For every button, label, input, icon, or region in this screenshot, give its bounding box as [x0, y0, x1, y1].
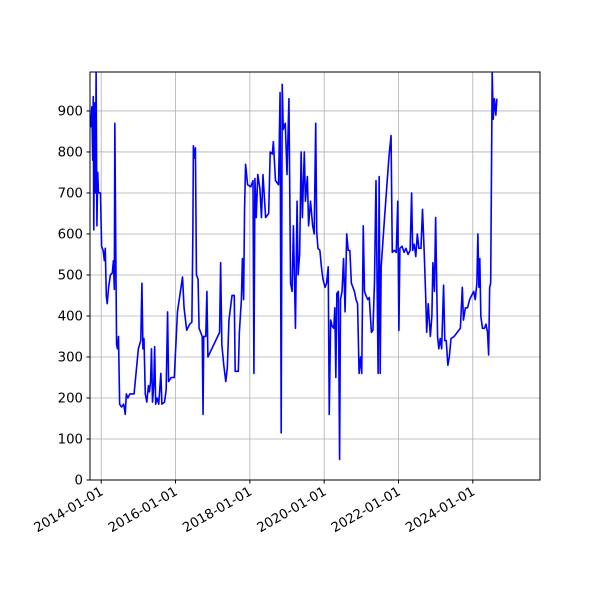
- data-series-line: [90, 72, 498, 461]
- y-tick-label: 600: [58, 227, 83, 242]
- y-axis: 0 100 200 300 400 500 600 700 800 900: [58, 104, 90, 489]
- y-tick-label: 700: [58, 186, 83, 201]
- y-tick-label: 100: [58, 432, 83, 447]
- y-tick-label: 900: [58, 104, 83, 119]
- y-tick-label: 400: [58, 309, 83, 324]
- y-tick-label: 200: [58, 391, 83, 406]
- y-tick-label: 800: [58, 145, 83, 160]
- y-tick-label: 300: [58, 350, 83, 365]
- y-tick-label: 500: [58, 268, 83, 283]
- plot-frame: [89, 71, 541, 481]
- y-tick-label: 0: [75, 474, 83, 489]
